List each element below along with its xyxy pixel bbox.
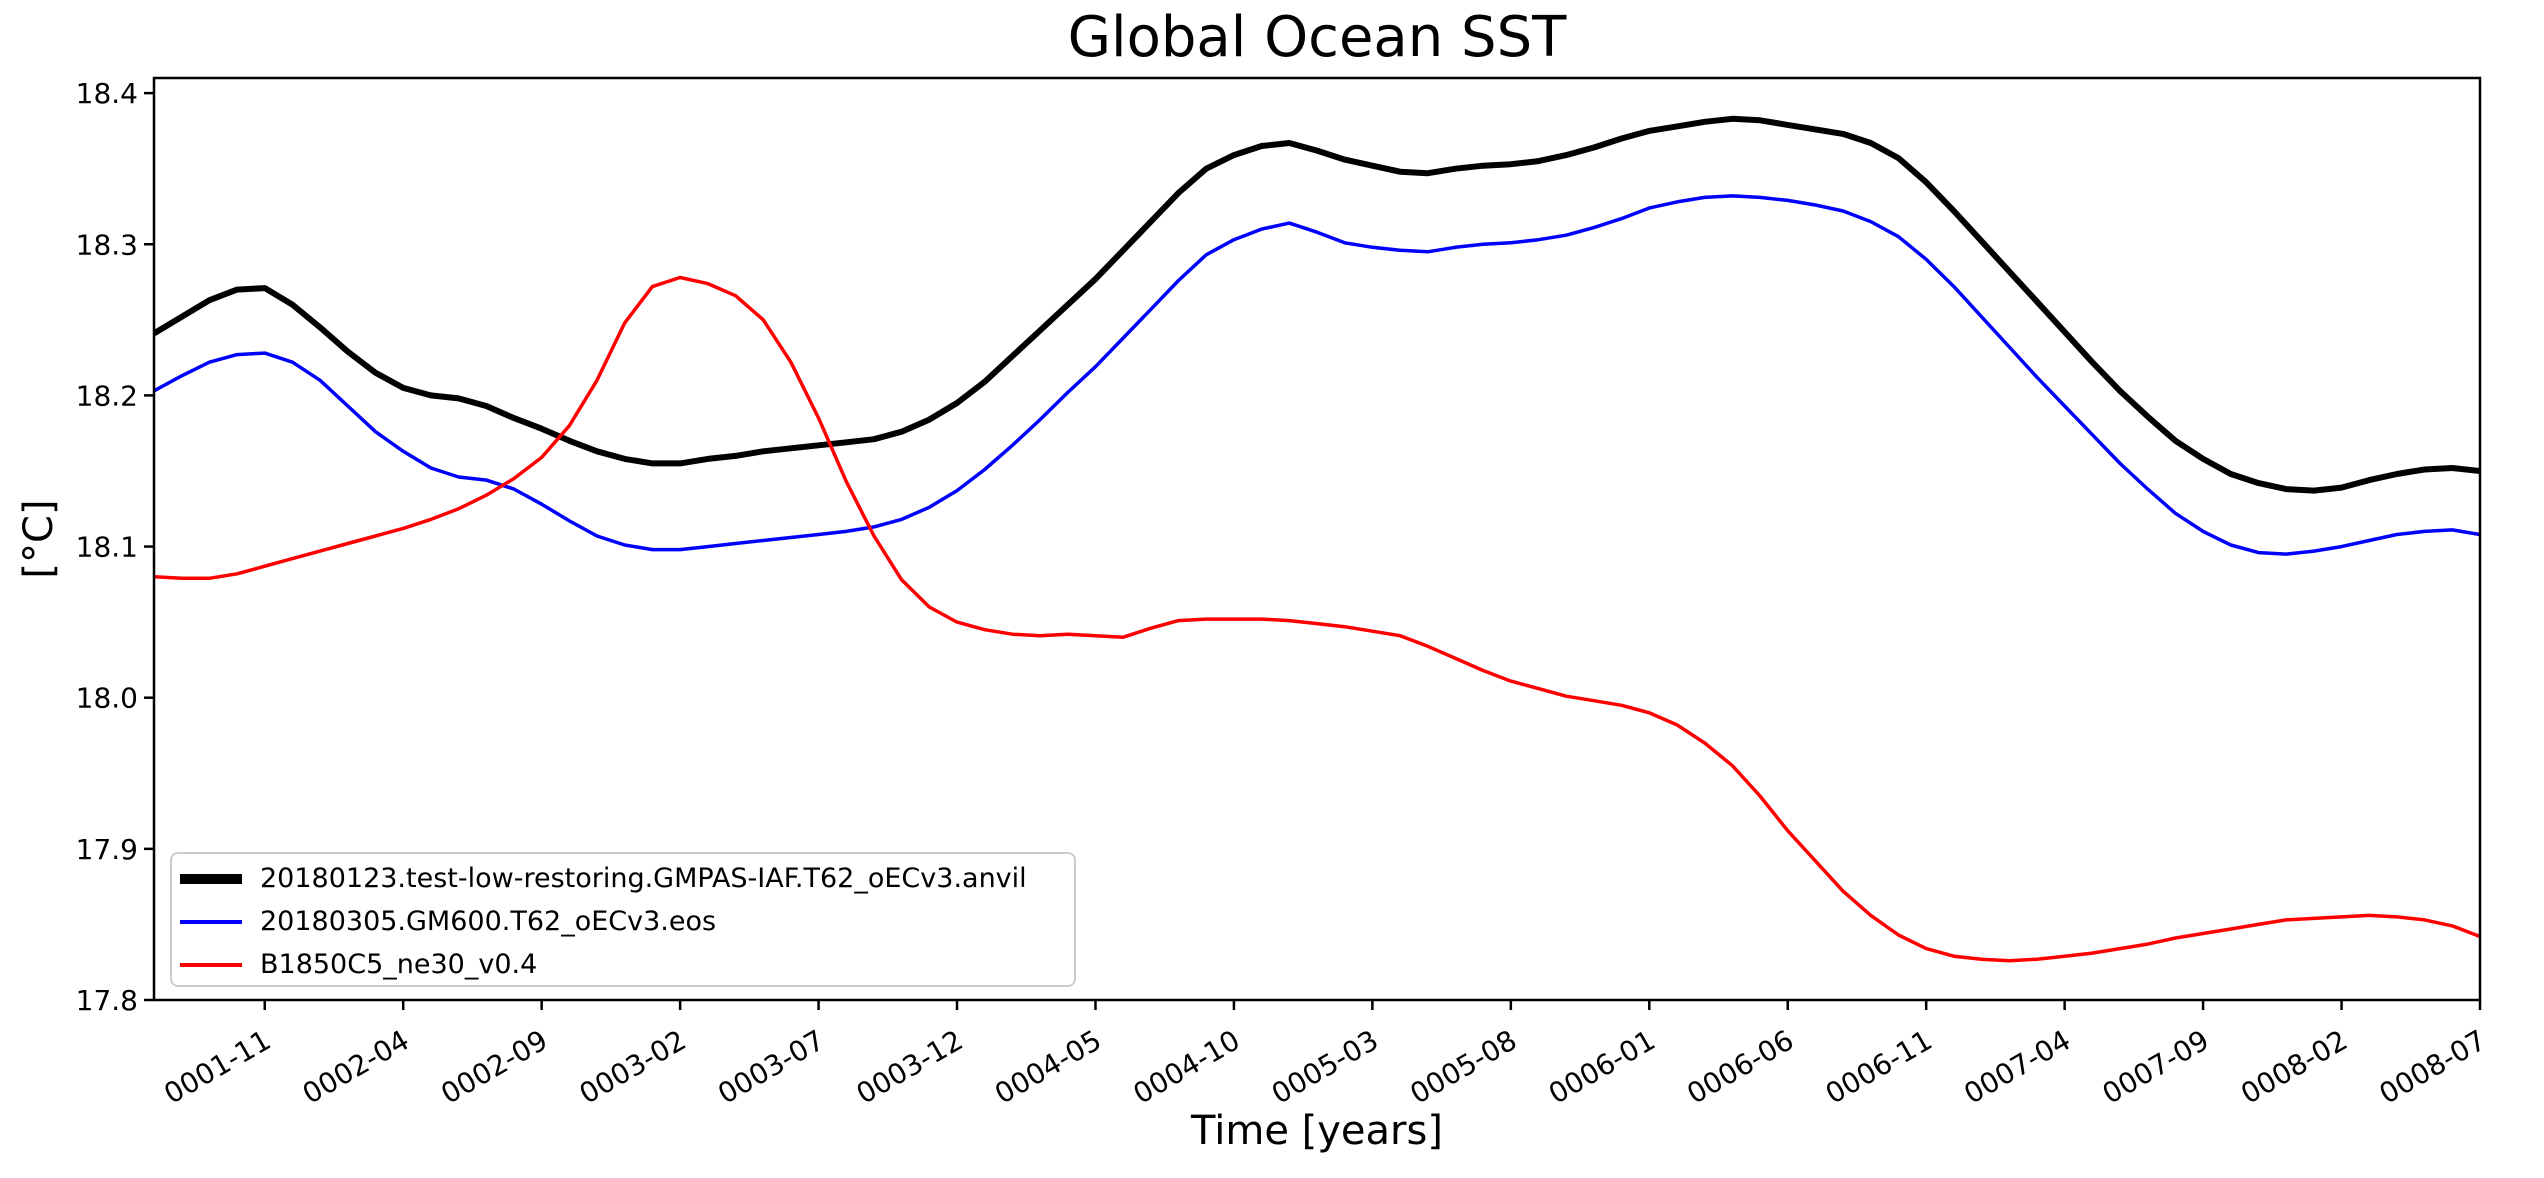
y-tick-label: 18.0: [76, 682, 138, 715]
legend-row: 20180123.test-low-restoring.GMPAS-IAF.T6…: [180, 857, 1066, 900]
x-tick-label: 0004-10: [1128, 1023, 1246, 1110]
x-tick-label: 0005-03: [1266, 1023, 1384, 1110]
x-axis-label: Time [years]: [1191, 1108, 1443, 1154]
legend-row: B1850C5_ne30_v0.4: [180, 943, 1066, 986]
legend-swatch-black-line: [180, 873, 242, 884]
chart-title: Global Ocean SST: [1067, 5, 1567, 70]
y-tick-label: 17.9: [76, 833, 138, 866]
y-tick-label: 18.2: [76, 379, 138, 412]
y-tick-label: 18.1: [76, 531, 138, 564]
x-tick-label: 0007-04: [1958, 1023, 2076, 1110]
x-tick-label: 0007-09: [2097, 1023, 2215, 1110]
series-line-1: [154, 194, 2480, 556]
x-tick-label: 0006-01: [1543, 1023, 1661, 1110]
x-tick-label: 0006-06: [1681, 1023, 1799, 1110]
x-tick-label: 0004-05: [989, 1023, 1107, 1110]
x-tick-label: 0002-04: [297, 1023, 415, 1110]
legend-label: B1850C5_ne30_v0.4: [260, 949, 538, 980]
x-tick-label: 0005-08: [1405, 1023, 1523, 1110]
x-tick-label: 0003-02: [574, 1023, 692, 1110]
series-line-2: [154, 275, 2480, 963]
x-tick-label: 0006-11: [1820, 1023, 1938, 1110]
y-axis-label: [°C]: [16, 499, 62, 579]
y-tick-label: 18.3: [76, 228, 138, 261]
legend: 20180123.test-low-restoring.GMPAS-IAF.T6…: [170, 852, 1076, 987]
legend-swatch-red-line: [180, 962, 242, 967]
x-tick-label: 0008-02: [2235, 1023, 2353, 1110]
axes-frame: [152, 76, 2482, 1002]
x-tick-label: 0003-12: [851, 1023, 969, 1110]
x-tick-label: 0001-11: [158, 1023, 276, 1110]
x-tick-label: 0003-07: [712, 1023, 830, 1110]
legend-label: 20180305.GM600.T62_oECv3.eos: [260, 906, 717, 937]
legend-label: 20180123.test-low-restoring.GMPAS-IAF.T6…: [260, 863, 1027, 894]
y-tick-label: 18.4: [76, 77, 138, 110]
y-tick-label: 17.8: [76, 984, 138, 1017]
x-tick-label: 0008-07: [2374, 1023, 2492, 1110]
x-tick-label: 0002-09: [435, 1023, 553, 1110]
legend-swatch-blue-line: [180, 919, 242, 924]
series-line-0: [154, 115, 2480, 494]
legend-row: 20180305.GM600.T62_oECv3.eos: [180, 900, 1066, 943]
